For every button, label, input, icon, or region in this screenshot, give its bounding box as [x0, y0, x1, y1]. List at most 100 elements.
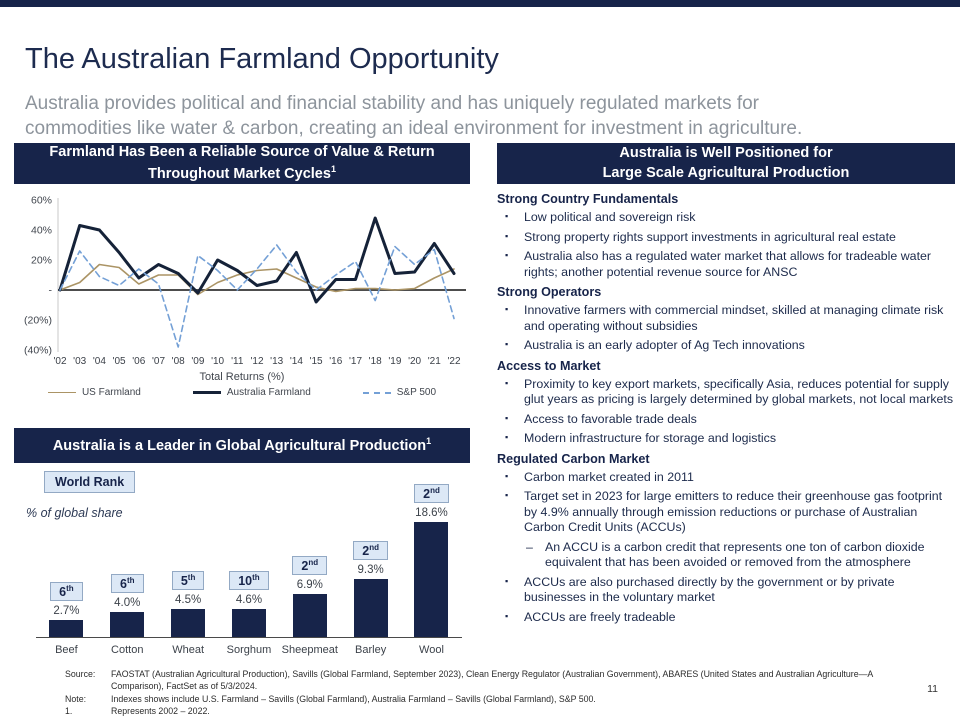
top-accent-bar [0, 0, 960, 7]
legend-swatch-solid-line-icon [192, 391, 221, 394]
bar-category-label: Wool [419, 644, 444, 656]
rank-badge: 5th [171, 570, 205, 590]
bar [171, 609, 206, 637]
rank-badge: 6th [50, 581, 83, 601]
sub-bullet-item: An ACCU is a carbon credit that represen… [497, 540, 957, 571]
x-tick-label: '19 [388, 356, 401, 367]
line-chart-header-line2: Throughout Market Cycles1 [148, 163, 336, 182]
right-panel-content: Strong Country Fundamentals Low political… [497, 187, 957, 629]
legend-item: Australia Farmland [192, 387, 311, 398]
legend-label: US Farmland [81, 387, 141, 398]
x-tick-label: '10 [211, 356, 224, 367]
line-chart-svg: 60% 40% 20% - (20%) (40%)'02 '03 '04 '05 '06 '07 '0… [24, 195, 466, 367]
y-tick-label: (40%) [24, 345, 52, 357]
x-tick-label: '14 [290, 356, 303, 367]
footer-row: 1. Represents 2002 – 2022. [65, 705, 893, 717]
x-tick-label: '07 [152, 356, 165, 367]
right-panel-header-line1: Australia is Well Positioned for [619, 144, 833, 161]
x-tick-label: '21 [428, 356, 441, 367]
x-tick-label: '05 [113, 356, 126, 367]
bullet-item: Low political and sovereign risk [497, 210, 957, 226]
y-tick-label: 20% [31, 255, 52, 267]
legend-label: S&P 500 [396, 387, 437, 398]
x-tick-label: '03 [73, 356, 86, 367]
footer-row: Note: Indexes shows include U.S. Farmland… [65, 693, 893, 705]
footnote-marker: 1 [426, 435, 432, 446]
section-heading: Strong Country Fundamentals [497, 192, 679, 206]
bullet-item: Carbon market created in 2011 [497, 470, 957, 486]
x-tick-label: '13 [270, 356, 283, 367]
footer-row-text: Indexes shows include U.S. Farmland – Sa… [111, 693, 596, 704]
x-tick-label: '15 [310, 356, 323, 367]
bar-value-label: 4.0% [114, 597, 141, 609]
legend-swatch-dashed-line-icon [362, 391, 391, 394]
legend-item: US Farmland [47, 387, 141, 398]
footer-row-label: 1. [65, 705, 73, 716]
bar-value-label: 4.5% [175, 594, 202, 606]
bullet-item: ACCUs are freely tradeable [497, 610, 957, 626]
bullet-item: Modern infrastructure for storage and lo… [497, 431, 957, 447]
footnote-marker: 1 [330, 163, 336, 174]
series-us-farmland [59, 263, 455, 296]
section-bullet-list: Carbon market created in 2011 Target set … [497, 470, 957, 626]
x-tick-label: '06 [132, 356, 145, 367]
bar-category-label: Cotton [111, 644, 144, 656]
bar-category-label: Wheat [172, 644, 204, 656]
line-chart: 60% 40% 20% - (20%) (40%) '02 '03 '04 '05 '06 '07 '0… [14, 192, 470, 370]
x-tick-label: '18 [369, 356, 382, 367]
bar [414, 522, 449, 637]
bar-column: 6th 4.0% [97, 573, 157, 637]
x-tick-label: '08 [172, 356, 185, 367]
y-tick-label: 60% [31, 195, 52, 207]
bar [49, 620, 84, 637]
section-bullet-list: Low political and sovereign risk Strong p… [497, 210, 957, 280]
bar-chart: World Rank % of global share 6th 2.7% 6th 4… [14, 466, 470, 666]
bar [231, 609, 266, 637]
section-heading: Strong Operators [497, 285, 602, 299]
bar-category-label: Sorghum [226, 644, 272, 656]
rank-badge: 6th [111, 573, 144, 593]
y-tick-label: 40% [31, 225, 52, 237]
page-number: 11 [927, 683, 938, 695]
bar-value-label: 2.7% [53, 605, 80, 617]
bar-column: 10th 4.6% [219, 570, 279, 637]
x-tick-label: '09 [191, 356, 204, 367]
page-subtitle: Australia provides political and financi… [25, 93, 803, 140]
bullet-item: ACCUs are also purchased directly by the… [497, 575, 957, 606]
bar-value-label: 9.3% [357, 564, 384, 576]
bar-column: 5th 4.5% [158, 570, 218, 637]
series-australia-farmland [58, 216, 456, 304]
bar-column: 2nd 6.9% [280, 555, 340, 637]
rank-badge: 2nd [292, 555, 328, 575]
bar-category-label: Beef [55, 644, 78, 656]
bar [292, 594, 327, 637]
footer-row: Source: FAOSTAT (Australian Agricultural … [65, 668, 893, 693]
bar-column: 2nd 18.6% [401, 483, 461, 637]
x-tick-label: '12 [250, 356, 263, 367]
bar-column: 6th 2.7% [36, 581, 96, 637]
footer-row-text: Represents 2002 – 2022. [111, 705, 210, 716]
right-panel-header-line2: Large Scale Agricultural Production [602, 164, 850, 181]
y-tick-label: - [49, 285, 53, 297]
footer-row-text: FAOSTAT (Australian Agricultural Product… [111, 669, 873, 692]
series-s-p-500 [59, 244, 455, 348]
section-bullet-list: Proximity to key export markets, specifi… [497, 377, 957, 447]
line-chart-axis-title: Total Returns (%) [199, 371, 285, 383]
rank-badge: 2nd [353, 540, 388, 560]
bar-value-label: 6.9% [296, 579, 323, 591]
y-tick-label: (20%) [24, 315, 52, 327]
legend-label: Australia Farmland [226, 387, 311, 398]
right-panel-header: Australia is Well Positioned for Large S… [497, 143, 955, 184]
line-chart-header: Farmland Has Been a Reliable Source of V… [14, 143, 470, 184]
x-tick-label: '22 [447, 356, 460, 367]
x-tick-label: '16 [329, 356, 342, 367]
x-tick-label: '04 [93, 356, 106, 367]
rank-badge: 10th [229, 570, 269, 590]
x-tick-label: '20 [408, 356, 421, 367]
section-bullet-list: Innovative farmers with commercial minds… [497, 303, 957, 354]
bar-value-label: 4.6% [235, 594, 263, 606]
legend-swatch-solid-line-icon [47, 392, 76, 393]
rank-badge: 2nd [414, 483, 449, 503]
world-rank-badge: World Rank [44, 471, 136, 493]
footer-notes: Source: FAOSTAT (Australian Agricultural … [65, 668, 893, 717]
